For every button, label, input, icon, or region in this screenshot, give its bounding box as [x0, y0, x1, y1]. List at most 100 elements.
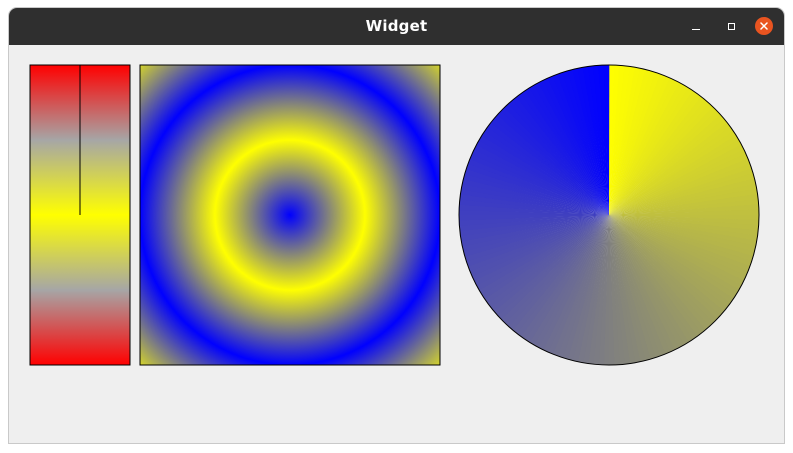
conical-wedge	[609, 215, 736, 305]
conical-wedge	[609, 129, 739, 215]
conical-wedge	[462, 215, 609, 263]
conical-wedge	[467, 215, 609, 278]
conical-wedge	[499, 215, 609, 325]
conical-wedge	[609, 72, 667, 215]
conical-wedge	[592, 65, 609, 215]
conical-wedge	[609, 215, 699, 342]
conical-wedge	[571, 66, 609, 215]
conical-wedge	[503, 101, 609, 215]
conical-wedge	[609, 183, 759, 215]
radial-gradient-widget	[139, 64, 441, 366]
conical-wedge	[546, 73, 609, 215]
maximize-button[interactable]	[721, 16, 741, 36]
conical-wedge	[609, 138, 744, 215]
conical-wedge	[459, 215, 609, 247]
conical-wedge	[609, 157, 752, 215]
app-window: Widget	[9, 8, 784, 443]
conical-wedge	[482, 215, 609, 305]
conical-wedge	[515, 215, 609, 339]
conical-wedge	[609, 215, 754, 268]
conical-wedge	[582, 65, 609, 215]
conical-wedge	[608, 215, 615, 365]
conical-wedge	[609, 215, 676, 354]
conical-wedge	[460, 215, 609, 253]
conical-wedge	[523, 85, 609, 215]
conical-wedge	[609, 152, 751, 215]
conical-wedge	[479, 129, 609, 215]
conical-wedge	[609, 215, 715, 329]
conical-wedge	[551, 215, 609, 358]
conical-wedge	[511, 95, 609, 215]
conical-wedge	[609, 172, 757, 215]
conical-wedge	[609, 70, 662, 215]
conical-wedge	[609, 73, 672, 215]
conical-wedge	[609, 215, 744, 292]
conical-wedge	[609, 83, 690, 215]
conical-wedge	[609, 121, 733, 215]
conical-wedge	[609, 167, 756, 215]
conical-wedge	[609, 198, 759, 215]
conical-wedge	[537, 215, 609, 352]
conical-wedge	[459, 215, 609, 226]
conical-wedge	[609, 215, 652, 363]
conical-wedge	[609, 215, 690, 347]
conical-wedge	[609, 215, 751, 278]
conical-wedge	[609, 215, 752, 273]
conical-wedge	[609, 215, 707, 335]
conical-wedge	[609, 78, 681, 216]
conical-wedge	[461, 215, 609, 258]
conical-wedge	[474, 215, 609, 292]
title-bar[interactable]: Widget	[9, 8, 784, 45]
close-x-glyph	[760, 22, 768, 30]
conical-wedge	[609, 215, 746, 287]
minimize-icon	[692, 28, 700, 30]
conical-wedge	[609, 193, 759, 215]
conical-wedge	[609, 215, 672, 357]
conical-wedge	[609, 215, 741, 296]
conical-wedge	[464, 162, 609, 215]
conical-wedge	[459, 215, 609, 237]
conical-wedge	[609, 85, 695, 215]
close-button[interactable]	[754, 16, 774, 36]
conical-wedge	[609, 109, 723, 215]
conical-wedge	[495, 215, 609, 321]
conical-wedge	[609, 98, 711, 215]
conical-wedge	[609, 95, 707, 215]
conical-wedge	[609, 215, 695, 345]
conical-wedge	[609, 215, 711, 332]
conical-wedge	[609, 209, 759, 216]
gradient-canvas	[29, 64, 760, 366]
conical-wedge	[459, 214, 609, 221]
conical-wedge	[609, 177, 758, 215]
conical-wedge	[515, 91, 609, 215]
conical-wedge	[519, 215, 609, 342]
conical-wedge	[609, 215, 686, 350]
conical-wedge	[489, 215, 609, 313]
conical-wedge	[532, 80, 609, 216]
conical-wedge	[546, 215, 609, 357]
conical-wedge	[470, 148, 609, 215]
conical-wedge	[511, 215, 609, 335]
conical-wedge	[609, 215, 636, 365]
conical-wedge	[609, 215, 662, 360]
conical-wedge	[609, 215, 631, 365]
conical-wedge	[499, 105, 609, 215]
conical-wedge	[609, 148, 748, 215]
conical-wedge	[609, 113, 726, 215]
conical-wedge	[609, 117, 729, 215]
conical-wedge	[609, 105, 719, 215]
conical-wedge	[507, 215, 609, 332]
conical-wedge	[528, 215, 609, 347]
conical-wedge	[489, 117, 609, 215]
conical-wedge	[485, 121, 609, 215]
conical-wedge	[459, 215, 609, 242]
conical-wedge	[609, 215, 647, 364]
conical-wedge	[609, 215, 729, 313]
conical-wedge	[609, 215, 719, 325]
minimize-button[interactable]	[686, 16, 706, 36]
conical-wedge	[609, 101, 715, 215]
conical-wedge	[598, 65, 609, 215]
conical-wedge	[609, 215, 723, 321]
close-icon	[755, 17, 773, 35]
conical-wedge	[609, 162, 754, 215]
